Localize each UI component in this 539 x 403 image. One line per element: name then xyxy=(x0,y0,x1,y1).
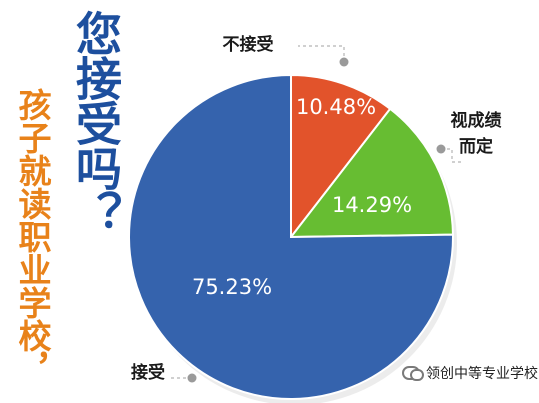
question-title: 您接受吗？ xyxy=(69,10,123,235)
wechat-watermark: 领创中等专业学校 xyxy=(402,363,538,383)
category-label-2: 接受 xyxy=(131,362,165,383)
category-label-0: 不接受 xyxy=(223,34,274,55)
category-label-1: 视成绩而定 xyxy=(451,110,502,157)
data-label-1: 14.29% xyxy=(332,193,412,217)
leader-dot-2 xyxy=(187,373,197,383)
watermark-text: 领创中等专业学校 xyxy=(426,366,538,382)
data-label-2: 75.23% xyxy=(192,275,272,299)
category-label-line: 视成绩 xyxy=(451,110,502,131)
leader-dot-1 xyxy=(436,144,446,154)
data-label-0: 10.48% xyxy=(296,95,376,119)
leader-dot-0 xyxy=(339,57,349,67)
wechat-icon xyxy=(402,366,424,381)
pie-slice-1 xyxy=(288,107,454,239)
pie-slice-0 xyxy=(290,73,392,240)
leader-line-0 xyxy=(298,45,345,62)
question-subtitle: 孩子就读职业学校， xyxy=(13,88,52,385)
pie-slice-2 xyxy=(128,73,454,400)
category-label-line: 而定 xyxy=(459,136,493,157)
